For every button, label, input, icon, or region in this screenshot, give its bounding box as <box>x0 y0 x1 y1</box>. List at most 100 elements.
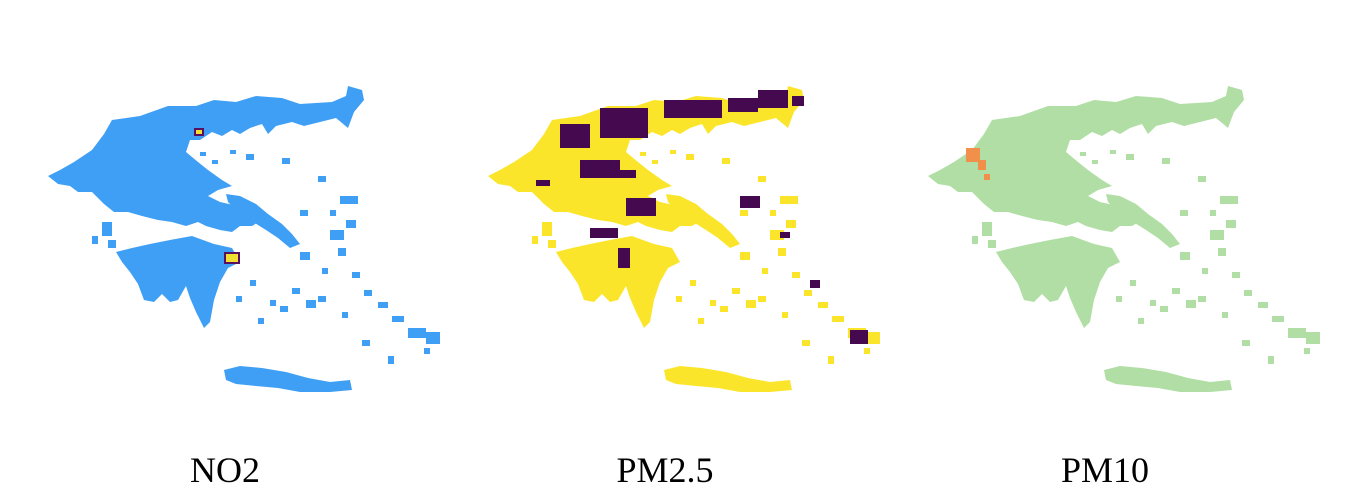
island-cell <box>408 328 426 338</box>
island-cell <box>270 300 276 306</box>
hotspot-cell <box>978 160 986 170</box>
island-cell <box>378 302 388 308</box>
hotspot-cell <box>984 174 990 180</box>
hotspot-cell <box>580 160 620 178</box>
island-cell <box>832 316 844 322</box>
island-cell <box>740 252 750 260</box>
island-cell <box>1150 300 1156 306</box>
island-cell <box>778 248 786 256</box>
euboea-region <box>226 194 300 248</box>
island-cell <box>1304 348 1310 354</box>
island-cell <box>746 300 756 308</box>
island-cell <box>1210 210 1216 216</box>
hotspots <box>966 148 990 180</box>
island-cell <box>318 296 326 302</box>
island-cell <box>1242 340 1250 346</box>
island-cell <box>318 176 326 182</box>
island-cell <box>1258 302 1268 308</box>
map-panel-pm10: PM10 <box>880 0 1330 502</box>
island-cell <box>212 160 218 164</box>
crete-region <box>224 366 352 392</box>
island-cell <box>1272 316 1284 322</box>
hotspot-cell <box>792 96 804 106</box>
map-panel-no2: NO2 <box>0 0 450 502</box>
hotspots <box>536 90 868 344</box>
island-cell <box>1222 312 1228 318</box>
greece-landmass <box>488 86 880 392</box>
island-cell <box>548 240 556 248</box>
island-cell <box>330 230 344 240</box>
hotspot-cell <box>590 228 618 238</box>
island-cell <box>1226 220 1236 228</box>
island-cell <box>686 154 694 160</box>
no2-map <box>48 86 440 392</box>
island-cell <box>1180 252 1190 260</box>
island-cell <box>532 236 538 244</box>
island-cell <box>786 220 796 228</box>
euboea-region <box>666 194 740 248</box>
hotspot-cell <box>850 330 868 344</box>
island-cell <box>1130 280 1136 286</box>
hotspot-cell <box>536 180 550 186</box>
island-cell <box>280 306 288 312</box>
hotspot-cell <box>626 198 656 216</box>
hotspot-cell <box>740 196 760 208</box>
island-cell <box>1160 306 1168 312</box>
island-cell <box>802 340 810 346</box>
greece-landmass <box>48 86 440 392</box>
mainland-region <box>488 86 804 232</box>
island-cell <box>1116 296 1122 302</box>
island-cell <box>1306 332 1320 344</box>
hotspot-cell <box>196 130 202 134</box>
island-cell <box>250 280 256 286</box>
island-cell <box>782 312 788 318</box>
island-cell <box>342 312 348 318</box>
island-cell <box>1288 328 1306 338</box>
island-cell <box>306 300 316 308</box>
island-cell <box>102 222 112 236</box>
island-cell <box>362 340 370 346</box>
island-cell <box>710 300 716 306</box>
island-cell <box>758 176 766 182</box>
island-cell <box>640 152 646 156</box>
island-cell <box>670 150 676 154</box>
island-cell <box>388 356 394 364</box>
island-cell <box>352 272 360 278</box>
hotspot-cell <box>226 254 238 262</box>
island-cell <box>988 240 996 248</box>
island-cell <box>364 290 372 296</box>
island-cell <box>1126 154 1134 160</box>
mainland-region <box>48 86 364 232</box>
island-cell <box>1244 290 1252 296</box>
hotspot-cell <box>560 124 590 148</box>
island-cell <box>732 288 740 294</box>
island-cell <box>338 248 346 256</box>
island-cell <box>1218 248 1226 256</box>
peloponnese-region <box>996 236 1120 328</box>
panel-label: PM2.5 <box>616 450 714 490</box>
island-cell <box>346 220 356 228</box>
island-cell <box>200 152 206 156</box>
island-cell <box>1202 268 1208 274</box>
island-cell <box>818 302 828 308</box>
island-cell <box>330 210 336 216</box>
island-cell <box>740 210 748 216</box>
pm25-map <box>488 86 880 392</box>
island-cell <box>720 306 728 312</box>
island-cell <box>1198 176 1206 182</box>
panel-label: PM10 <box>1060 450 1150 490</box>
island-cell <box>828 356 834 364</box>
island-cell <box>108 240 116 248</box>
island-cell <box>340 196 358 204</box>
euboea-region <box>1106 194 1180 248</box>
hotspot-cell <box>966 148 980 162</box>
island-cell <box>292 288 300 294</box>
greece-landmass <box>928 86 1320 392</box>
island-cell <box>972 236 978 244</box>
map-panel-pm25: PM2.5 <box>440 0 890 502</box>
hotspot-cell <box>728 98 758 112</box>
island-cell <box>322 268 328 274</box>
hotspot-cell <box>664 100 722 118</box>
island-cell <box>236 296 242 302</box>
island-cell <box>282 158 290 164</box>
